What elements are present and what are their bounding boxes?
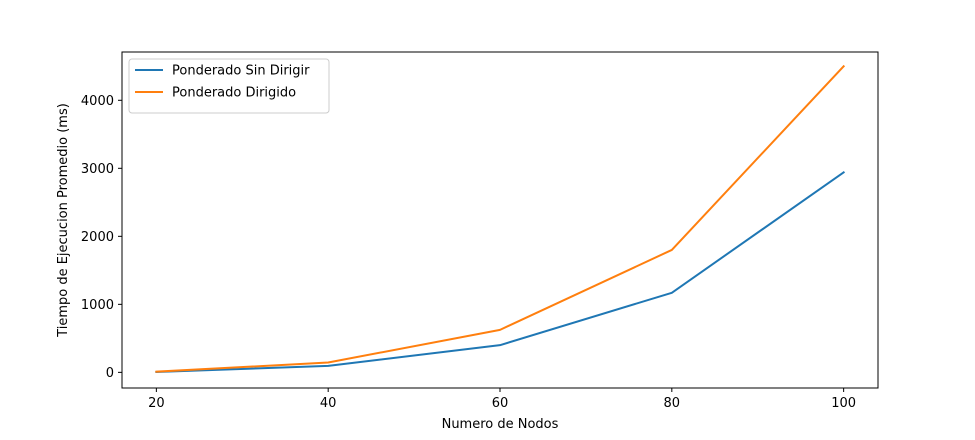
y-tick-label: 4000 <box>81 94 114 109</box>
x-axis-label: Numero de Nodos <box>442 417 559 432</box>
x-tick-label: 20 <box>148 396 165 411</box>
series-line-2 <box>155 64 846 373</box>
legend-label-1: Ponderado Sin Dirigir <box>172 64 310 79</box>
legend: Ponderado Sin Dirigir Ponderado Dirigido <box>128 58 330 114</box>
y-tick-label: 1000 <box>81 298 114 313</box>
legend-label-2: Ponderado Dirigido <box>172 86 296 101</box>
x-tick-label: 100 <box>831 396 856 411</box>
y-axis-label: Tiempo de Ejecucion Promedio (ms) <box>56 103 71 338</box>
legend-items: Ponderado Sin Dirigir Ponderado Dirigido <box>135 64 310 101</box>
x-tick-label: 80 <box>664 396 681 411</box>
series-lines <box>155 64 846 374</box>
y-tick-label: 0 <box>106 366 114 381</box>
x-axis: 20 40 60 80 100 <box>148 388 856 411</box>
legend-box <box>128 58 330 114</box>
y-tick-label: 3000 <box>81 162 114 177</box>
y-tick-label: 2000 <box>81 230 114 245</box>
series-line-1 <box>155 170 846 374</box>
plot-area: 20 40 60 80 100 0 1000 2000 3000 4000 <box>81 51 879 411</box>
x-tick-label: 40 <box>320 396 337 411</box>
y-axis: 0 1000 2000 3000 4000 <box>81 94 122 381</box>
x-tick-label: 60 <box>492 396 509 411</box>
